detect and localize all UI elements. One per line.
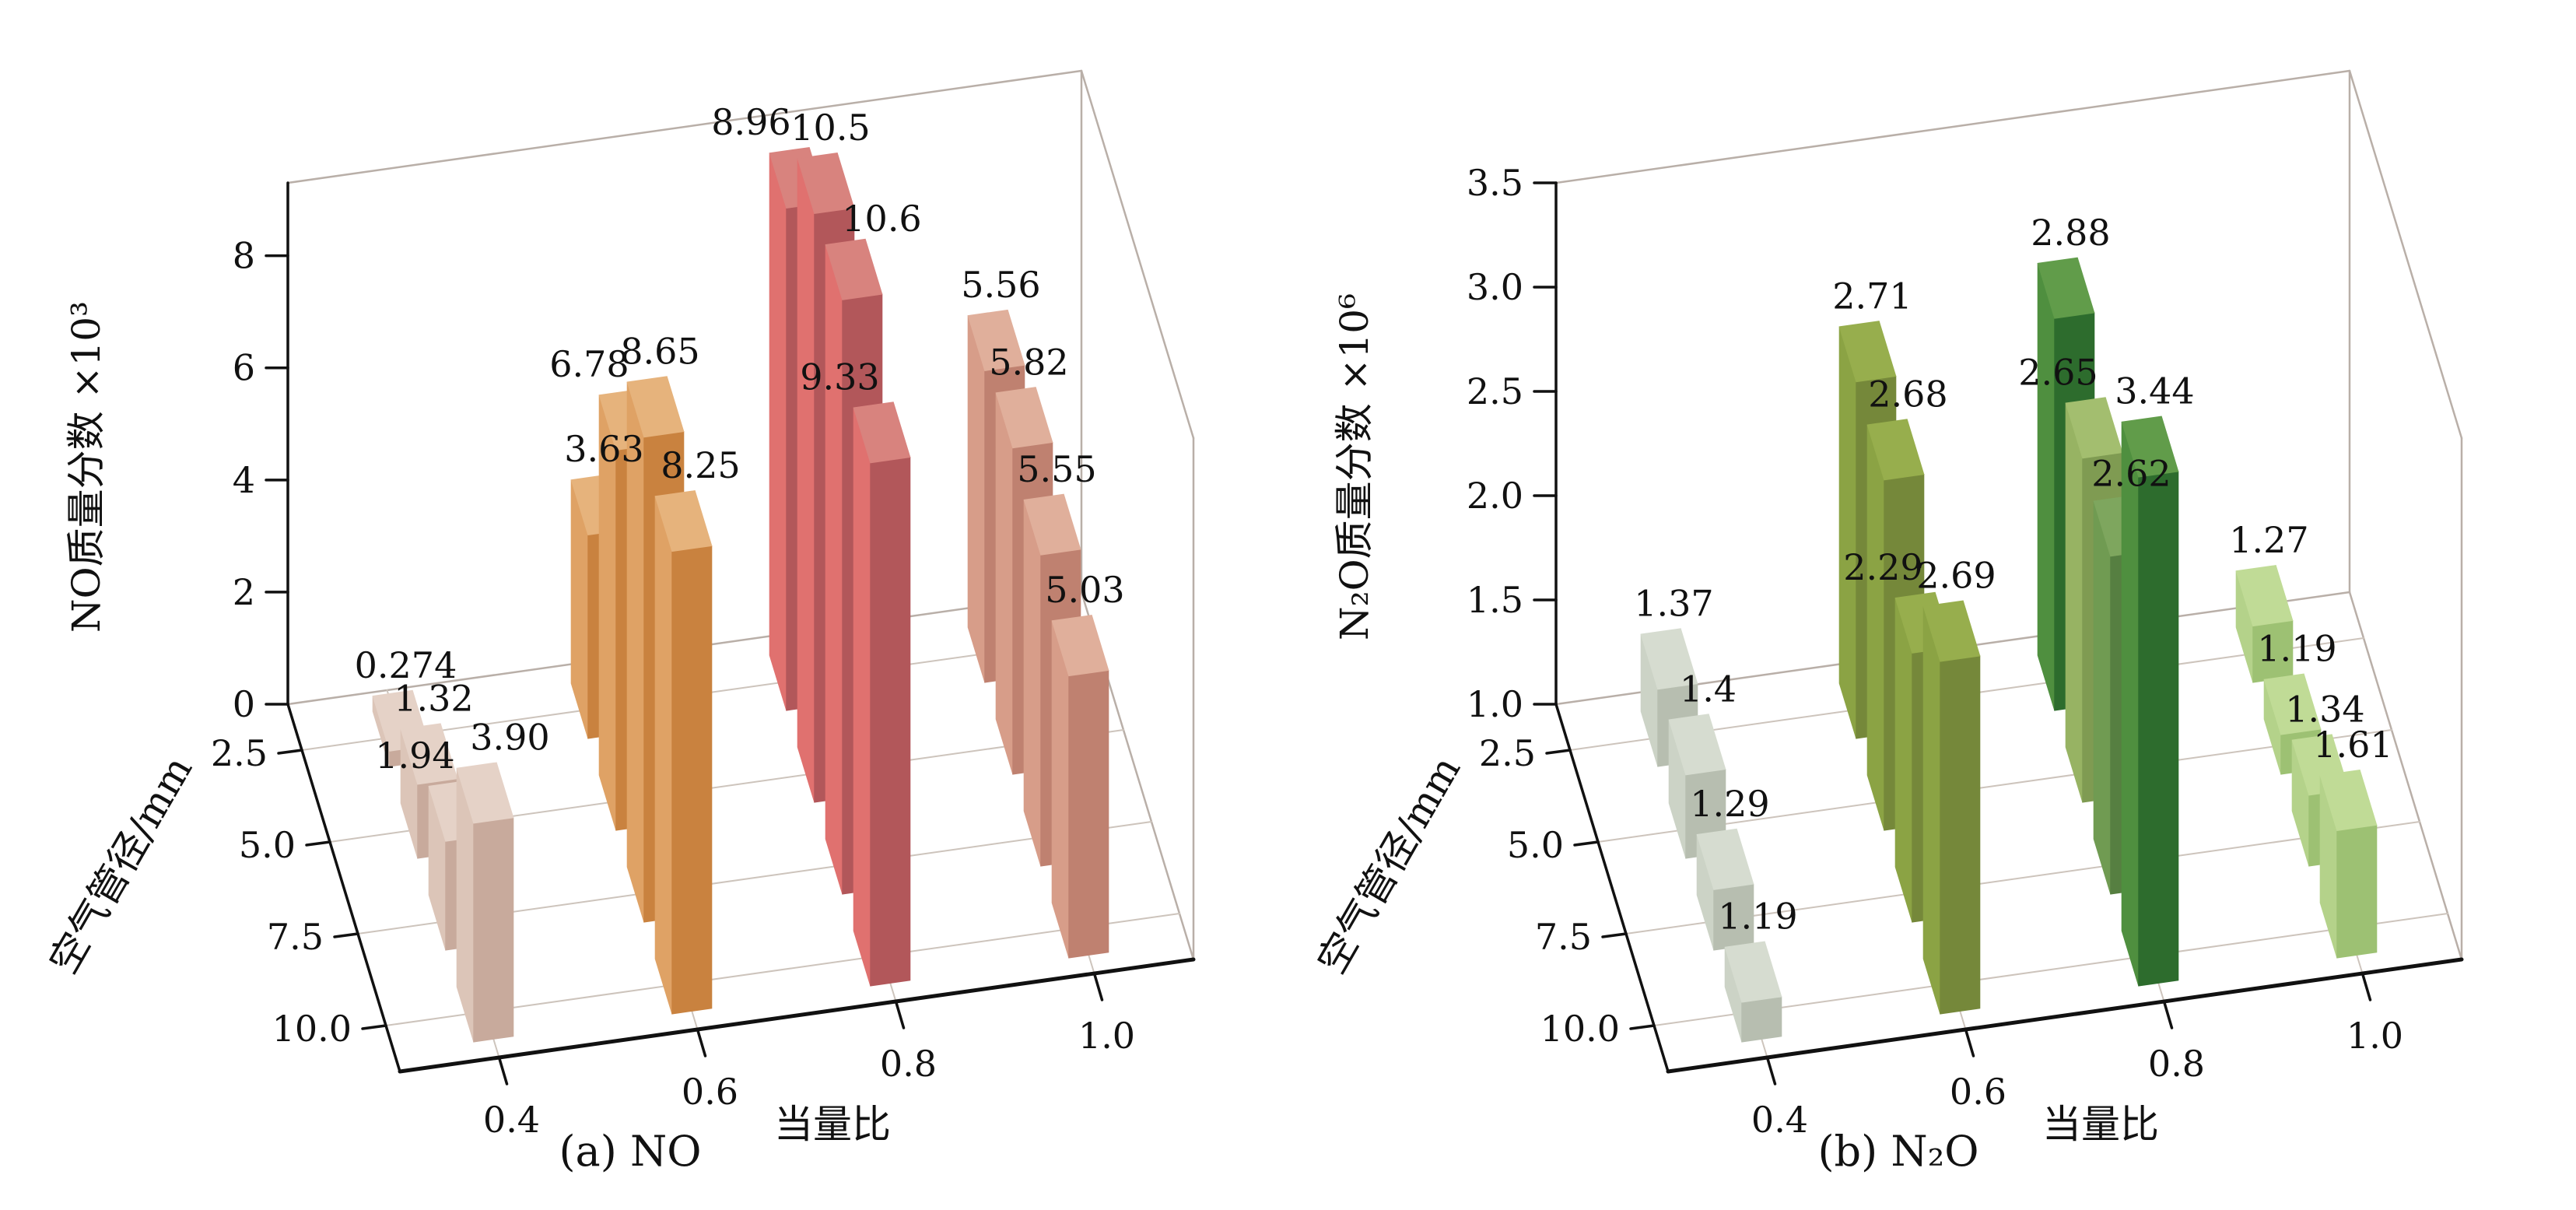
chart-n2o: 1.0 1.5 2.0 2.5 3.0 3.5 2.5 5.0 7.5 10.0 0.4 0.6 0.8… bbox=[1276, 0, 2490, 1210]
svg-text:0.6: 0.6 bbox=[1950, 1071, 2006, 1113]
chart-no: 0 2 4 6 8 2.5 5.0 7.5 10.0 0.4 0.6 0.8 1.0 0.274 1.32 1… bbox=[8, 0, 1221, 1210]
svg-text:8: 8 bbox=[233, 235, 255, 277]
svg-text:3.90: 3.90 bbox=[470, 717, 549, 759]
svg-text:10.0: 10.0 bbox=[272, 1008, 352, 1050]
svg-text:2: 2 bbox=[233, 571, 255, 613]
svg-text:3.44: 3.44 bbox=[2115, 370, 2194, 412]
svg-text:10.0: 10.0 bbox=[1540, 1008, 1620, 1050]
chart-no-caption: (a) NO bbox=[559, 1127, 702, 1176]
svg-text:8.65: 8.65 bbox=[620, 330, 699, 372]
svg-text:2.5: 2.5 bbox=[1467, 370, 1523, 412]
svg-text:空气管径/mm: 空气管径/mm bbox=[40, 749, 201, 981]
svg-text:1.4: 1.4 bbox=[1680, 668, 1737, 710]
svg-text:5.0: 5.0 bbox=[239, 824, 296, 866]
svg-text:0.8: 0.8 bbox=[880, 1043, 937, 1085]
svg-text:6: 6 bbox=[233, 347, 255, 389]
svg-text:2.29: 2.29 bbox=[1843, 546, 1922, 588]
svg-text:5.03: 5.03 bbox=[1045, 569, 1124, 611]
svg-text:空气管径/mm: 空气管径/mm bbox=[1309, 749, 1469, 981]
svg-text:1.0: 1.0 bbox=[2346, 1015, 2403, 1057]
svg-text:当量比: 当量比 bbox=[2042, 1102, 2159, 1147]
svg-text:5.56: 5.56 bbox=[961, 264, 1040, 306]
svg-text:5.55: 5.55 bbox=[1017, 448, 1096, 490]
svg-text:2.5: 2.5 bbox=[211, 732, 268, 774]
svg-text:3.5: 3.5 bbox=[1467, 162, 1523, 204]
svg-text:0: 0 bbox=[233, 683, 255, 725]
svg-text:1.61: 1.61 bbox=[2313, 724, 2392, 766]
svg-text:3.63: 3.63 bbox=[564, 428, 643, 470]
svg-text:10.6: 10.6 bbox=[842, 198, 921, 240]
svg-text:1.27: 1.27 bbox=[2229, 519, 2308, 561]
svg-text:NO质量分数 ×10³: NO质量分数 ×10³ bbox=[64, 301, 109, 633]
svg-text:1.34: 1.34 bbox=[2285, 688, 2364, 730]
svg-text:2.71: 2.71 bbox=[1832, 275, 1912, 317]
svg-text:5.82: 5.82 bbox=[989, 341, 1068, 383]
svg-text:0.8: 0.8 bbox=[2148, 1043, 2205, 1085]
svg-text:0.274: 0.274 bbox=[355, 644, 457, 686]
svg-text:9.33: 9.33 bbox=[800, 356, 879, 398]
svg-text:8.25: 8.25 bbox=[661, 444, 740, 486]
svg-text:2.88: 2.88 bbox=[2031, 212, 2110, 254]
svg-text:4: 4 bbox=[233, 459, 255, 501]
svg-text:7.5: 7.5 bbox=[1535, 916, 1592, 958]
svg-text:1.94: 1.94 bbox=[375, 735, 454, 777]
svg-text:2.0: 2.0 bbox=[1467, 475, 1523, 517]
svg-text:2.62: 2.62 bbox=[2091, 452, 2171, 494]
svg-text:10.5: 10.5 bbox=[790, 107, 870, 149]
svg-text:1.32: 1.32 bbox=[394, 678, 473, 720]
svg-text:1.19: 1.19 bbox=[2257, 628, 2336, 670]
chart-n2o-caption: (b) N₂O bbox=[1817, 1127, 1979, 1176]
svg-text:1.0: 1.0 bbox=[1467, 683, 1523, 725]
svg-text:1.5: 1.5 bbox=[1467, 579, 1523, 621]
svg-text:1.0: 1.0 bbox=[1078, 1015, 1135, 1057]
svg-text:2.5: 2.5 bbox=[1479, 732, 1536, 774]
svg-text:2.68: 2.68 bbox=[1868, 373, 1947, 415]
svg-text:8.96: 8.96 bbox=[711, 101, 790, 143]
svg-text:0.6: 0.6 bbox=[682, 1071, 738, 1113]
svg-text:7.5: 7.5 bbox=[267, 916, 324, 958]
svg-text:3.0: 3.0 bbox=[1467, 266, 1523, 308]
svg-text:0.4: 0.4 bbox=[1751, 1099, 1808, 1141]
svg-text:1.19: 1.19 bbox=[1718, 896, 1797, 938]
svg-text:1.37: 1.37 bbox=[1634, 582, 1713, 624]
svg-text:2.65: 2.65 bbox=[2018, 351, 2098, 393]
svg-text:0.4: 0.4 bbox=[483, 1099, 540, 1141]
svg-text:5.0: 5.0 bbox=[1507, 824, 1564, 866]
svg-text:2.69: 2.69 bbox=[1916, 555, 1996, 597]
svg-text:当量比: 当量比 bbox=[774, 1102, 891, 1147]
svg-text:1.29: 1.29 bbox=[1690, 783, 1769, 825]
svg-text:6.78: 6.78 bbox=[549, 343, 629, 385]
svg-text:N₂O质量分数 ×10⁶: N₂O质量分数 ×10⁶ bbox=[1332, 293, 1377, 640]
n2o-3d-bar-chart: 1.0 1.5 2.0 2.5 3.0 3.5 2.5 5.0 7.5 10.0 0.4 0.6 0.8… bbox=[1309, 69, 2464, 1147]
